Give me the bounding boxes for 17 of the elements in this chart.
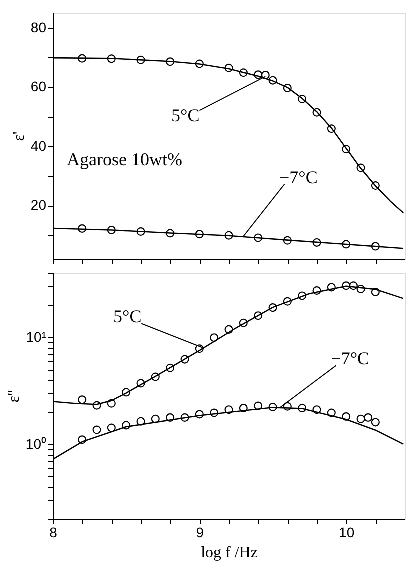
y-tick-label: 40 [30,138,47,154]
y-tick-label: 60 [30,78,47,95]
y-tick-label: 80 [30,19,47,36]
annotation: −7°C [331,348,370,369]
x-tick-label: 9 [196,524,204,540]
x-tick-label: 10 [339,524,355,540]
y-tick-label: 10¹ [26,328,47,345]
x-axis-title: log f /Hz [201,544,258,562]
y-axis-title: ε' [10,132,28,142]
annotation: −7°C [279,167,318,188]
annotation: 5°C [172,106,200,126]
y-axis-title: ε'' [6,390,23,403]
annotation: 5°C [113,306,142,327]
x-tick-label: 8 [50,524,58,540]
y-tick-label: 20 [30,197,47,214]
annotation: Agarose 10wt% [67,150,182,170]
y-tick-label: 10⁰ [26,436,46,452]
